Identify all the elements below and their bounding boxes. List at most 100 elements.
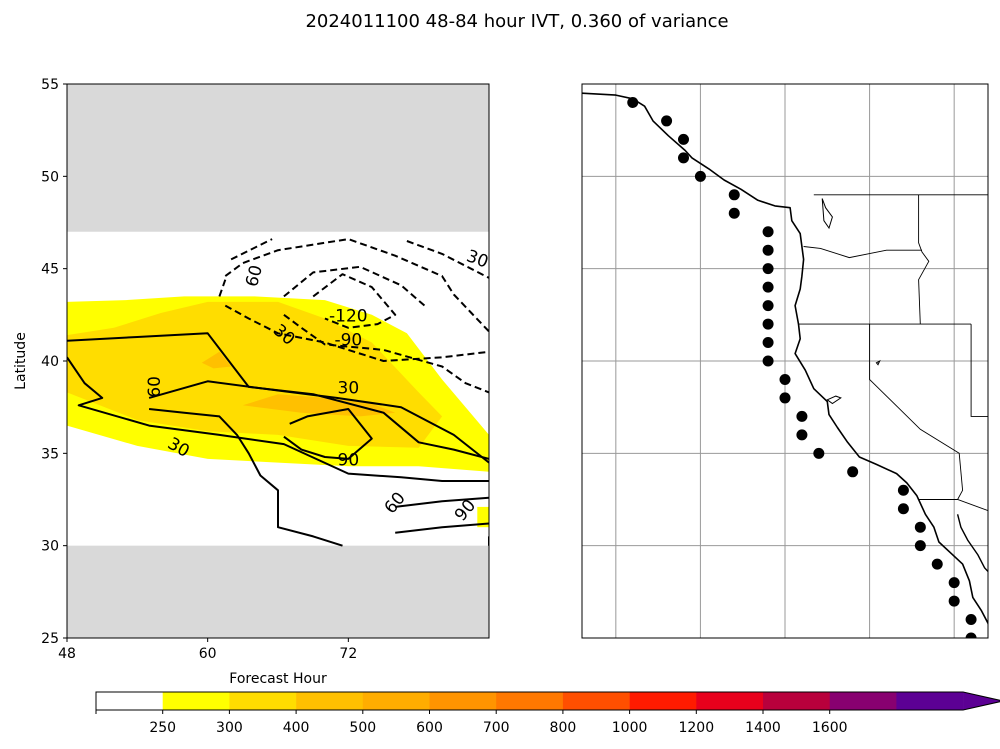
station-point-24 (914, 540, 926, 552)
station-point-1 (661, 115, 673, 127)
contour-line-5 (395, 496, 489, 508)
coastline (582, 92, 988, 627)
gulf-coastline (956, 514, 988, 573)
y-axis-ticks: 25 30 35 40 45 50 55 (41, 77, 67, 647)
colorbar-cell-9 (696, 692, 764, 710)
border-line-6 (970, 324, 988, 417)
filled-ivt-regions (67, 296, 489, 528)
contour-label-3: -120 (329, 307, 368, 327)
colorbar-cell-7 (562, 692, 630, 710)
map-gridlines (582, 84, 988, 638)
station-point-14 (762, 355, 774, 367)
contour-line-2 (148, 380, 489, 464)
station-point-6 (728, 207, 740, 219)
station-point-23 (914, 521, 926, 533)
masked-band-1 (67, 84, 489, 232)
masked-bands (67, 84, 489, 638)
x-axis-label: Forecast Hour (229, 671, 327, 687)
station-point-4 (694, 170, 706, 182)
station-point-29 (965, 632, 977, 638)
station-point-16 (779, 392, 791, 404)
colorbar-tick-label-8: 1200 (678, 720, 714, 736)
colorbar-tick-label-0: 250 (149, 720, 176, 736)
station-point-28 (965, 614, 977, 626)
station-point-15 (779, 373, 791, 385)
x-axis-ticks: 48 60 72 (58, 638, 357, 662)
figure-title: 2024011100 48-84 hour IVT, 0.360 of vari… (305, 11, 728, 32)
station-point-21 (897, 484, 909, 496)
y-tick-label-0: 25 (41, 631, 59, 647)
contour-line-6 (395, 522, 489, 534)
coastlines-and-borders (582, 92, 988, 627)
station-point-11 (762, 300, 774, 312)
colorbar-tick-label-10: 1600 (812, 720, 848, 736)
y-tick-label-5: 50 (41, 169, 59, 185)
station-point-9 (762, 263, 774, 275)
border-line-2 (918, 194, 930, 325)
contour-line-8 (230, 238, 273, 261)
colorbar-cell-1 (162, 692, 230, 710)
contour-label-0: 30 (464, 246, 491, 272)
contour-label-1: 60 (242, 263, 267, 289)
colorbar-cell-8 (629, 692, 697, 710)
colorbar-cell-2 (229, 692, 297, 710)
colorbar-cell-6 (496, 692, 564, 710)
colorbar-tick-label-1: 300 (216, 720, 243, 736)
station-point-10 (762, 281, 774, 293)
station-point-13 (762, 337, 774, 349)
filled-region-2 (201, 351, 232, 369)
inland-water-0 (821, 198, 833, 230)
station-point-22 (897, 503, 909, 515)
contour-line-10 (224, 238, 489, 333)
y-tick-label-1: 30 (41, 539, 59, 555)
colorbar-tick-label-6: 800 (550, 720, 577, 736)
contour-line-11 (218, 279, 227, 297)
station-point-19 (813, 447, 825, 459)
contour-label-5: 30 (338, 379, 360, 399)
colorbar-cell-12 (896, 692, 964, 710)
inland-water-3 (875, 359, 881, 366)
contour-label-6: 60 (145, 376, 165, 398)
station-point-7 (762, 226, 774, 238)
colorbar-cell-4 (362, 692, 430, 710)
y-tick-label-2: 35 (41, 446, 59, 462)
masked-band-0 (67, 545, 489, 638)
station-point-5 (728, 189, 740, 201)
x-tick-label-1: 60 (199, 646, 217, 662)
y-axis-label: Latitude (13, 332, 29, 390)
contour-line-9 (406, 240, 489, 279)
contour-line-15 (312, 273, 397, 329)
station-point-0 (627, 96, 639, 108)
filled-region-4 (477, 506, 489, 528)
colorbar-tick-label-9: 1400 (745, 720, 781, 736)
colorbar-tick-label-4: 600 (416, 720, 443, 736)
colorbar-tick-label-7: 1000 (612, 720, 648, 736)
colorbar-cell-0 (96, 692, 163, 710)
border-line-5 (918, 499, 988, 512)
y-tick-label-3: 40 (41, 354, 59, 370)
station-point-26 (948, 577, 960, 589)
map-frame (581, 83, 989, 639)
station-point-20 (847, 466, 859, 478)
contour-line-14 (283, 313, 489, 394)
station-point-27 (948, 595, 960, 607)
colorbar-extend-arrow (963, 692, 1000, 710)
filled-region-3 (242, 394, 396, 417)
x-tick-label-0: 48 (58, 646, 76, 662)
contour-line-4 (283, 408, 373, 460)
station-point-2 (678, 133, 689, 145)
colorbar: 250 300 400 500 600 700 800 1000 1200 1400 1600 (95, 691, 1000, 736)
colorbar-cell-11 (829, 692, 897, 710)
contour-line-1 (67, 356, 489, 482)
station-point-18 (796, 429, 808, 441)
colorbar-cell-3 (296, 692, 364, 710)
contour-line-13 (283, 265, 426, 307)
station-point-8 (762, 244, 774, 256)
station-point-25 (931, 558, 943, 570)
station-point-17 (796, 410, 808, 422)
colorbar-tick-label-5: 700 (483, 720, 510, 736)
contour-label-8: 90 (338, 451, 360, 471)
y-tick-label-6: 55 (41, 77, 59, 93)
